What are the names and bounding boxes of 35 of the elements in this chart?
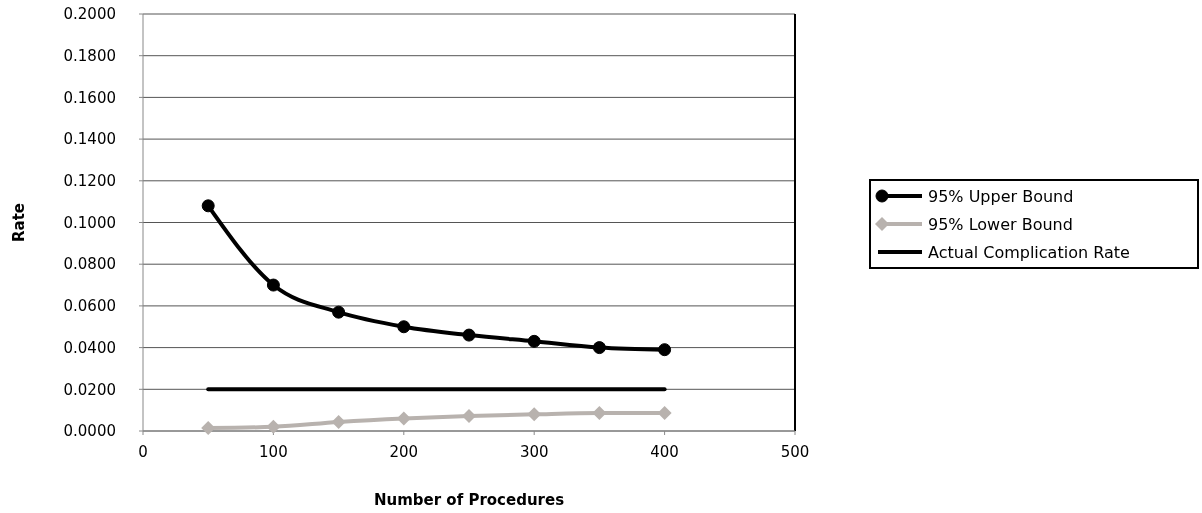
y-tick-label: 0.0000 bbox=[63, 422, 116, 441]
y-tick-label: 0.1600 bbox=[63, 88, 116, 107]
y-tick-label: 0.0600 bbox=[63, 297, 116, 316]
x-tick-label: 300 bbox=[519, 443, 549, 461]
point bbox=[201, 199, 215, 213]
point bbox=[462, 328, 476, 342]
point bbox=[266, 278, 280, 292]
legend-label: Actual Complication Rate bbox=[928, 242, 1130, 262]
point bbox=[462, 408, 476, 423]
y-tick-label: 0.1200 bbox=[63, 172, 116, 191]
point bbox=[658, 343, 672, 357]
point bbox=[527, 407, 542, 422]
x-tick-label: 100 bbox=[259, 443, 288, 461]
x-tick-label: 200 bbox=[389, 443, 419, 461]
y-tick-label: 0.0400 bbox=[63, 338, 116, 357]
y-tick-label: 0.2000 bbox=[63, 5, 116, 24]
y-tick-label: 0.1400 bbox=[63, 130, 116, 149]
y-tick-label: 0.0200 bbox=[63, 380, 116, 399]
y-tick-label: 0.0800 bbox=[63, 255, 116, 274]
point bbox=[266, 419, 281, 434]
y-axis-title: Rate bbox=[10, 202, 28, 243]
y-tick-label: 0.1000 bbox=[63, 213, 116, 232]
point bbox=[397, 320, 411, 334]
legend-label: 95% Upper Bound bbox=[928, 186, 1074, 206]
x-tick-label: 400 bbox=[650, 443, 679, 461]
point bbox=[527, 334, 541, 348]
legend-label: 95% Lower Bound bbox=[928, 214, 1073, 234]
point bbox=[592, 341, 606, 355]
point bbox=[396, 411, 411, 426]
x-tick-label: 500 bbox=[780, 443, 810, 461]
y-tick-label: 0.1800 bbox=[63, 46, 116, 65]
x-tick-label: 0 bbox=[138, 443, 148, 461]
point bbox=[331, 415, 346, 430]
point bbox=[332, 305, 346, 319]
x-axis-title: Number of Procedures bbox=[373, 491, 565, 509]
